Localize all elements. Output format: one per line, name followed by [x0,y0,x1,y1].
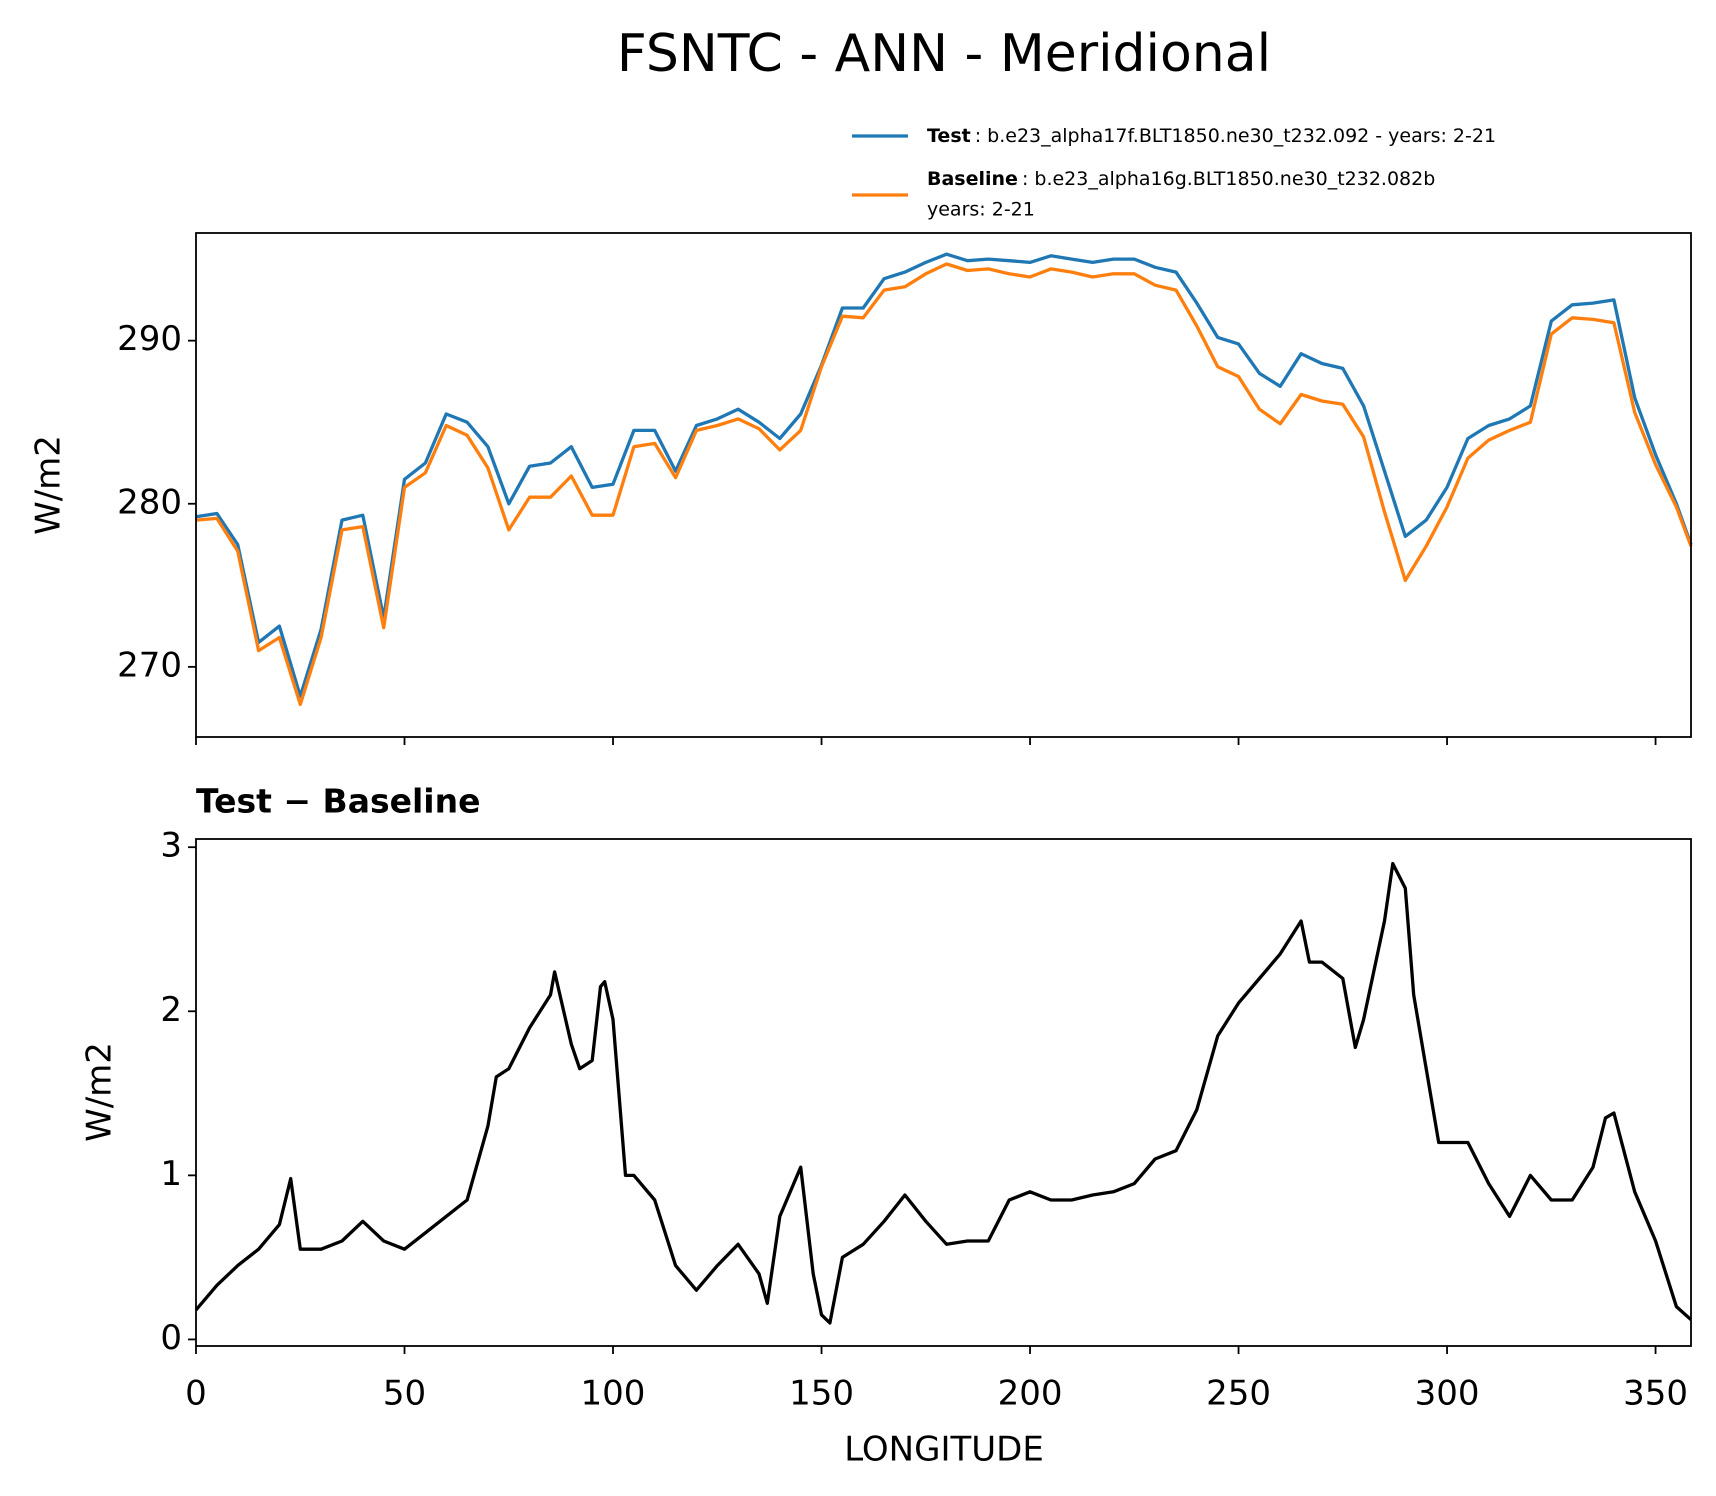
data-line [195,252,1693,698]
x-tick-label: 200 [998,1374,1063,1414]
data-line [194,861,1693,1325]
x-axis-label: LONGITUDE [844,1430,1044,1470]
y-axis-label: W/m2 [29,435,69,535]
legend-description: : b.e23_alpha16g.BLT1850.ne30_t232.082b [1022,168,1435,190]
legend-label: Test: b.e23_alpha17f.BLT1850.ne30_t232.0… [927,125,1496,147]
y-tick-label: 280 [117,482,182,522]
y-tick-label: 290 [117,319,182,359]
x-tick-label: 100 [581,1374,646,1414]
data-line [195,262,1693,707]
x-tick-label: 50 [383,1374,426,1414]
y-tick-label: 1 [160,1154,182,1194]
axes-frame [195,838,1692,1347]
legend-name: Baseline [927,168,1018,190]
x-tick-label: 0 [185,1374,207,1414]
subplot-title: Test − Baseline [196,782,481,821]
x-tick-label: 150 [789,1374,854,1414]
figure-title: FSNTC - ANN - Meridional [617,24,1271,84]
x-tick-label: 350 [1623,1374,1688,1414]
legend-name: Test [927,125,971,147]
legend-description: : b.e23_alpha17f.BLT1850.ne30_t232.092 -… [975,125,1496,147]
x-tick-label: 250 [1206,1374,1271,1414]
y-tick-label: 0 [160,1318,182,1358]
y-tick-label: 2 [160,990,182,1030]
legend-label: years: 2-21 [927,199,1035,221]
y-axis-label: W/m2 [80,1042,120,1142]
y-tick-label: 270 [117,645,182,685]
axes-frame [195,232,1692,738]
y-tick-label: 3 [160,826,182,866]
legend-label: Baseline: b.e23_alpha16g.BLT1850.ne30_t2… [927,168,1435,190]
x-tick-label: 300 [1415,1374,1480,1414]
